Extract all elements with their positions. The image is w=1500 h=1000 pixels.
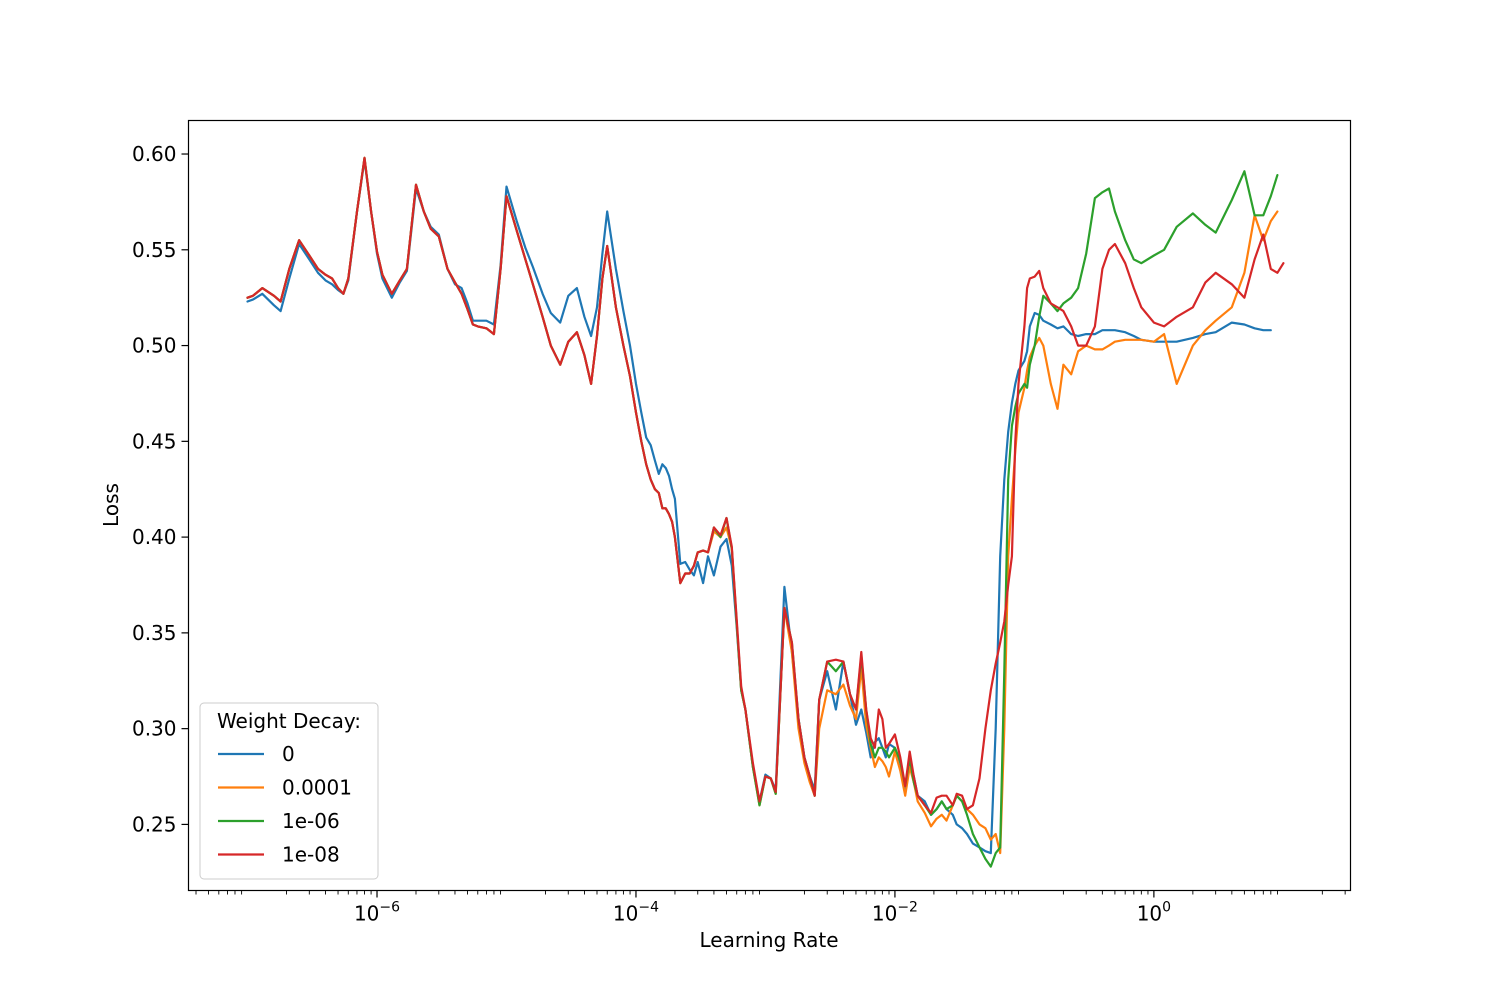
- legend-box: [199, 702, 379, 880]
- x-tick-exponent: −6: [379, 900, 400, 916]
- x-tick-label: 10−2: [872, 900, 918, 926]
- y-tick-label: 0.40: [132, 525, 177, 549]
- y-tick-label: 0.55: [132, 238, 177, 262]
- y-axis-label: Loss: [99, 483, 123, 527]
- x-tick-base: 10: [872, 902, 897, 926]
- x-tick-exponent: 0: [1162, 900, 1171, 916]
- legend-title: Weight Decay:: [217, 709, 361, 733]
- y-tick-label: 0.25: [132, 812, 177, 836]
- series-layer: [246, 156, 1285, 868]
- x-axis-label: Learning Rate: [699, 928, 838, 952]
- legend-label: 1e-06: [282, 809, 340, 833]
- x-tick-base: 10: [1137, 902, 1162, 926]
- x-tick-base: 10: [613, 902, 638, 926]
- x-tick-base: 10: [354, 902, 379, 926]
- legend: Weight Decay: 0 0.0001 1e-06 1e-08: [199, 702, 379, 880]
- legend-label: 0: [282, 742, 295, 766]
- legend-entries: 0 0.0001 1e-06 1e-08: [218, 742, 352, 867]
- legend-label: 1e-08: [282, 843, 340, 867]
- x-tick-exponent: −2: [897, 900, 918, 916]
- x-tick-label: 100: [1137, 900, 1171, 926]
- y-axis-ticks: 0.25 0.30 0.35 0.40 0.45 0.50 0.55 0.60: [132, 142, 189, 836]
- legend-label: 0.0001: [282, 776, 352, 800]
- y-tick-label: 0.30: [132, 717, 177, 741]
- y-tick-label: 0.60: [132, 142, 177, 166]
- y-tick-label: 0.45: [132, 429, 177, 453]
- x-axis-ticks: 10−6 10−4 10−2 100: [195, 890, 1346, 926]
- y-tick-label: 0.50: [132, 334, 177, 358]
- series-line-1e-08: [246, 156, 1285, 815]
- x-tick-label: 10−6: [354, 900, 400, 926]
- y-tick-label: 0.35: [132, 621, 177, 645]
- x-tick-label: 10−4: [613, 900, 659, 926]
- axes-frame: [187, 119, 1352, 892]
- x-tick-exponent: −4: [638, 900, 659, 916]
